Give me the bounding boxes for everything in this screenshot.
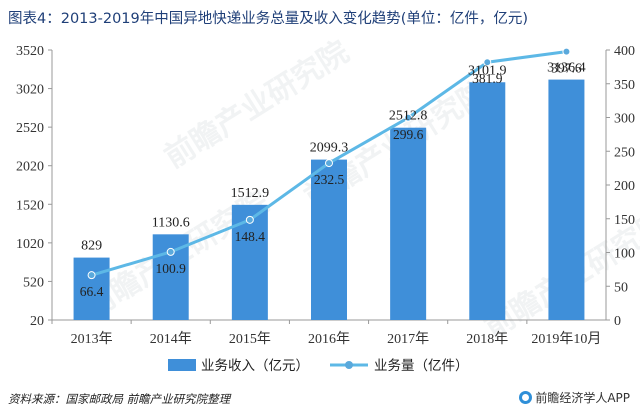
- line-data-label: 397.6: [551, 61, 582, 76]
- y-right-tick-label: 250: [614, 145, 635, 160]
- line-point: [404, 113, 413, 122]
- line-point: [166, 247, 175, 256]
- y-left-tick-label: 2520: [16, 121, 44, 136]
- legend-label: 业务量（亿件）: [374, 358, 469, 374]
- legend-label: 业务收入（亿元）: [201, 358, 309, 374]
- x-tick-label: 2016年: [308, 331, 350, 347]
- source-note: 资料来源：国家邮政局 前瞻产业研究院整理: [8, 392, 231, 406]
- y-right-tick-label: 300: [614, 112, 635, 127]
- x-tick-label: 2019年10月: [531, 331, 601, 347]
- y-right-tick-label: 150: [614, 213, 635, 228]
- bar-data-label: 1130.6: [152, 215, 190, 230]
- y-right-tick-label: 400: [614, 44, 635, 59]
- x-tick-label: 2015年: [229, 331, 271, 347]
- x-tick-label: 2018年: [466, 331, 508, 347]
- line-data-label: 232.5: [314, 172, 345, 187]
- y-left-tick-label: 520: [23, 275, 44, 290]
- line-point: [483, 58, 492, 67]
- line-point: [87, 271, 96, 280]
- line-point: [562, 47, 571, 56]
- bar-data-label: 3136.4: [547, 61, 586, 76]
- y-right-tick-label: 200: [614, 179, 635, 194]
- bar: [469, 82, 506, 321]
- bar-data-label: 3101.9: [468, 63, 507, 78]
- y-left-tick-label: 3520: [16, 44, 44, 59]
- y-left-tick-label: 20: [30, 314, 44, 329]
- line-data-label: 381.9: [472, 71, 503, 86]
- y-left-tick-label: 2020: [16, 160, 44, 175]
- x-tick-label: 2013年: [71, 331, 113, 347]
- line-data-label: 148.4: [235, 229, 266, 244]
- y-left-tick-label: 1020: [16, 237, 44, 252]
- bar: [390, 127, 427, 320]
- legend-swatch-marker: [345, 361, 353, 369]
- y-right-tick-label: 50: [614, 280, 628, 295]
- x-tick-label: 2014年: [150, 331, 192, 347]
- line-data-label: 299.6: [393, 127, 424, 142]
- legend-swatch-bar: [168, 359, 196, 371]
- bar-data-label: 1512.9: [231, 186, 270, 201]
- line-data-label: 100.9: [156, 261, 187, 276]
- brand-logo-icon: [519, 391, 533, 404]
- line-point: [325, 159, 333, 168]
- y-left-tick-label: 3020: [16, 83, 44, 98]
- y-right-tick-label: 350: [614, 78, 635, 93]
- y-right-tick-label: 100: [614, 247, 635, 262]
- y-left-tick-label: 1520: [16, 198, 44, 213]
- bar-data-label: 829: [81, 239, 102, 254]
- brand-label: 前瞻经济学人APP: [535, 391, 630, 405]
- y-right-tick-label: 0: [614, 314, 621, 329]
- x-tick-label: 2017年: [387, 331, 429, 347]
- chart-title: 图表4：2013-2019年中国异地快递业务总量及收入变化趋势(单位：亿件，亿元…: [8, 11, 529, 27]
- bar: [311, 159, 347, 320]
- bar-data-label: 2512.8: [389, 109, 428, 124]
- bar-data-label: 2099.3: [310, 141, 349, 156]
- bar: [73, 257, 110, 320]
- line-data-label: 66.4: [80, 284, 104, 299]
- brand: 前瞻经济学人APP: [519, 389, 630, 406]
- line-point: [245, 215, 254, 224]
- bar: [548, 79, 585, 320]
